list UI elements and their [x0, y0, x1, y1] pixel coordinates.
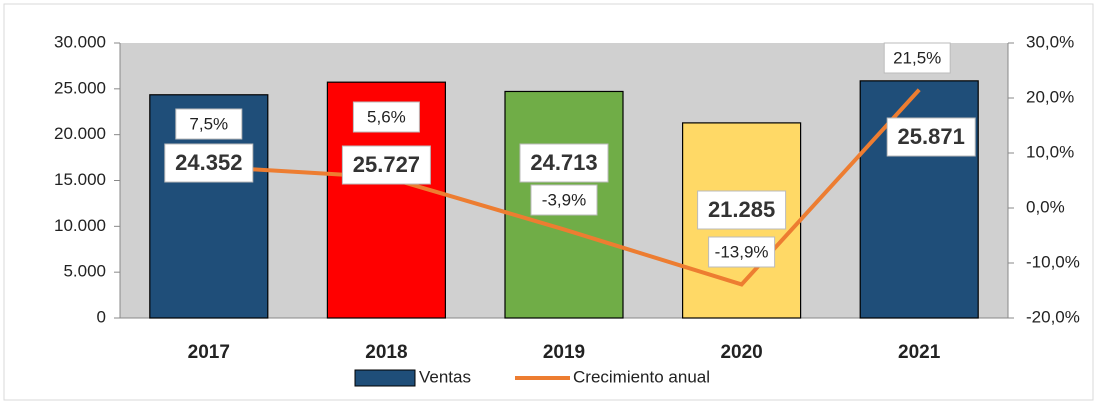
data-label: 25.871	[898, 124, 965, 149]
y-tick-label: 10.000	[54, 216, 106, 235]
data-label: 24.352	[175, 150, 242, 175]
legend-label: Ventas	[419, 367, 471, 386]
label-box	[530, 184, 598, 216]
y2-tick-label: 10,0%	[1026, 142, 1074, 161]
y2-tick-label: -20,0%	[1026, 307, 1080, 326]
y-tick-label: 15.000	[54, 170, 106, 189]
legend-swatch	[354, 369, 416, 387]
y2-tick-label: 30,0%	[1026, 32, 1074, 51]
x-tick-label: 2018	[365, 342, 407, 363]
x-tick-label: 2021	[898, 342, 941, 363]
data-label: 25.727	[353, 152, 420, 177]
x-tick-label: 2017	[188, 342, 230, 363]
label-box	[175, 108, 243, 140]
data-label: 21,5%	[893, 48, 941, 67]
data-label: -13,9%	[715, 242, 769, 261]
x-tick-label: 2019	[543, 342, 585, 363]
label-box	[519, 143, 609, 183]
data-label: 21.285	[708, 197, 775, 222]
bar	[859, 80, 979, 319]
label-box	[697, 190, 787, 230]
y2-tick-label: -10,0%	[1026, 252, 1080, 271]
y-tick-label: 0	[97, 307, 106, 326]
legend-label: Crecimiento anual	[573, 367, 710, 386]
data-label: 7,5%	[189, 114, 228, 133]
y2-tick-label: 0,0%	[1026, 197, 1065, 216]
y-tick-label: 25.000	[54, 78, 106, 97]
y-tick-label: 20.000	[54, 124, 106, 143]
data-label: 24.713	[530, 150, 597, 175]
y-tick-label: 5.000	[63, 262, 106, 281]
line	[208, 88, 921, 287]
label-box	[164, 143, 254, 183]
data-label: -3,9%	[542, 190, 586, 209]
y2-tick-label: 20,0%	[1026, 87, 1074, 106]
label-box	[883, 42, 951, 74]
label-box	[886, 117, 976, 157]
label-box	[341, 145, 431, 185]
x-tick-label: 2020	[720, 342, 762, 363]
y-tick-label: 30.000	[54, 32, 106, 51]
label-box	[352, 101, 420, 133]
data-label: 5,6%	[367, 107, 406, 126]
label-box	[708, 236, 776, 268]
